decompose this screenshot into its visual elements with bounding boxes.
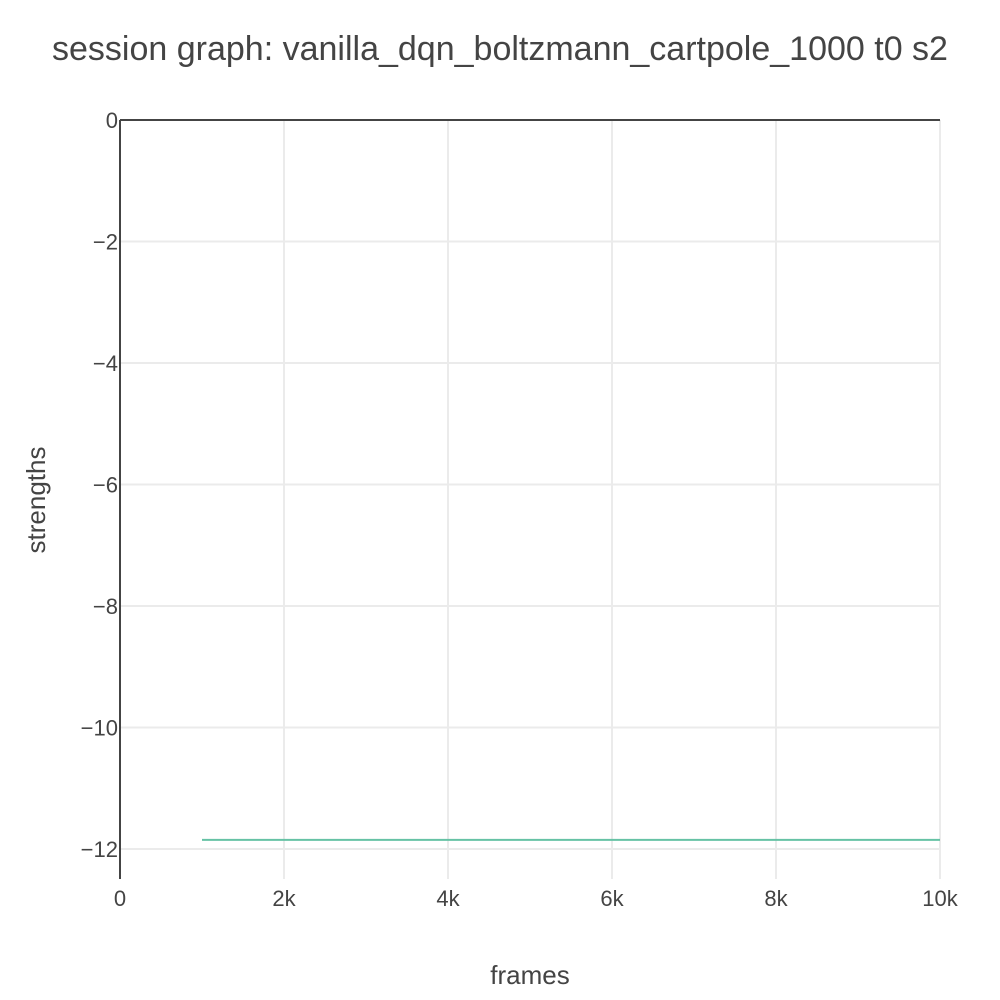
x-tick-label: 0	[114, 886, 126, 911]
grid	[120, 120, 941, 879]
y-tick-label: 0	[106, 108, 118, 133]
x-tick-label: 6k	[600, 886, 624, 911]
y-tick-label: −2	[93, 230, 118, 255]
x-tick-label: 4k	[436, 886, 460, 911]
tick-labels: 0 2k 4k 6k 8k 10k 0 −2 −4 −6 −8 −10 −12	[81, 108, 959, 911]
y-tick-label: −8	[93, 594, 118, 619]
y-tick-label: −6	[93, 473, 118, 498]
x-axis-title: frames	[490, 960, 569, 990]
y-tick-label: −10	[81, 716, 118, 741]
y-axis-title: strengths	[21, 447, 51, 554]
axes	[119, 119, 940, 879]
y-tick-label: −12	[81, 837, 118, 862]
chart-title: session graph: vanilla_dqn_boltzmann_car…	[52, 30, 948, 68]
y-tick-label: −4	[93, 351, 118, 376]
x-tick-label: 2k	[272, 886, 296, 911]
x-tick-label: 10k	[922, 886, 958, 911]
x-tick-label: 8k	[764, 886, 788, 911]
